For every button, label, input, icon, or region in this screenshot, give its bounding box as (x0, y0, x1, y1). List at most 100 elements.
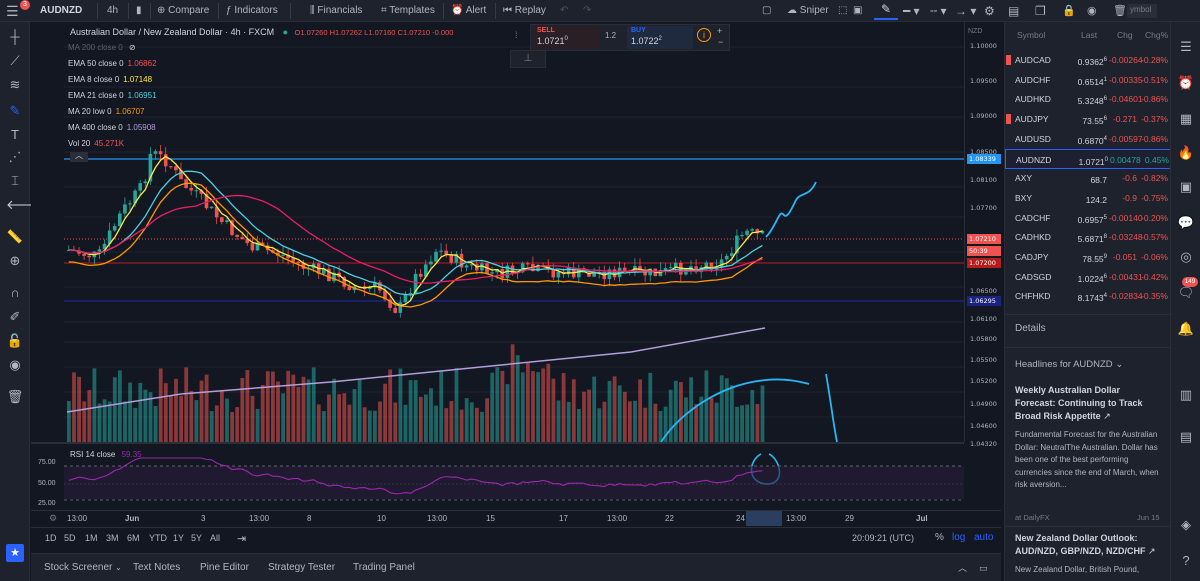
info-icon[interactable]: i (697, 28, 711, 42)
alarm-clock-icon[interactable]: ⏰ (1177, 75, 1195, 90)
legend-row[interactable]: Vol 20 45.271K (68, 136, 157, 152)
tab-trading-panel[interactable]: Trading Panel (353, 562, 415, 573)
financials-button[interactable]: ⫼ Financials (310, 0, 362, 22)
order-panel-toggle[interactable]: ⊥ (510, 50, 546, 68)
replay-button[interactable]: ⏮ Replay (503, 0, 546, 22)
prediction-icon[interactable]: ⌶ (11, 173, 19, 188)
text-icon[interactable]: T (11, 127, 19, 142)
remove-drawings-icon[interactable]: 🗑 (6, 389, 24, 404)
price-axis[interactable]: NZD 1.08339 1.07210 50:39 1.07200 1.0629… (964, 22, 1001, 448)
gear-icon[interactable]: ⚙ (984, 4, 995, 18)
fib-icon[interactable]: ≋ (9, 77, 21, 92)
pencil-lock-icon[interactable]: ✐ (9, 309, 21, 324)
collapse-legend-icon[interactable]: ︿ (70, 152, 88, 162)
compare-button[interactable]: ⊕ Compare (157, 0, 209, 22)
eye-icon[interactable]: ◉ (1087, 5, 1097, 17)
details-header[interactable]: Details (1015, 323, 1046, 334)
col-last[interactable]: Last (1081, 30, 1098, 40)
hidden-eye-icon[interactable]: ⊘ (126, 43, 136, 52)
watchlist-row[interactable]: AUDHKD 5.32486 -0.04601 -0.86% (1005, 89, 1171, 109)
range-button[interactable]: 1D (45, 533, 57, 543)
trash-icon[interactable]: 🗑 (1113, 5, 1127, 17)
hotlist-icon[interactable]: 🔥 (1177, 145, 1195, 160)
sell-button[interactable]: SELL 1.07210 (533, 26, 599, 49)
col-symbol[interactable]: Symbol (1017, 30, 1046, 40)
legend-row[interactable]: MA 400 close 0 1.05908 (68, 120, 157, 136)
layers-icon[interactable]: ◈ (1181, 517, 1191, 532)
watchlist-row[interactable]: CADCHF 0.69575 -0.00140 -0.20% (1005, 208, 1171, 228)
streams-icon[interactable]: ◎ (1180, 249, 1192, 264)
auto-toggle[interactable]: auto (974, 532, 994, 543)
watchlist-row[interactable]: BXY 124.2 -0.9 -0.75% (1005, 188, 1171, 208)
menu-icon[interactable]: ☰ (6, 3, 19, 19)
star-icon[interactable]: ★ (6, 544, 24, 562)
calendar-icon[interactable]: ▣ (1179, 179, 1193, 194)
templates-button[interactable]: ⌗ Templates (381, 0, 435, 22)
layout-icon[interactable]: ▤ (1008, 4, 1020, 18)
tab-stock-screener[interactable]: Stock Screener ⌄ (44, 554, 122, 581)
percent-toggle[interactable]: % (935, 532, 944, 543)
ruler-icon[interactable]: 📏 (6, 229, 24, 244)
chart-type-icon[interactable]: ▮ (136, 5, 142, 16)
data-window-icon[interactable]: ▦ (1179, 111, 1193, 126)
brush-icon[interactable]: ✎ (9, 103, 21, 118)
tab-text-notes[interactable]: Text Notes (133, 562, 181, 573)
symbol-search-input[interactable]: ymbol (1127, 4, 1157, 18)
utc-clock[interactable]: 20:09:21 (UTC) (852, 533, 915, 543)
arrow-style-icon[interactable]: → ▾ (955, 4, 977, 18)
plus-icon[interactable]: + (717, 26, 723, 36)
legend-row[interactable]: EMA 50 close 0 1.06862 (68, 56, 157, 72)
magnet-icon[interactable]: ∩ (10, 285, 20, 300)
legend-row[interactable]: EMA 8 close 0 1.07148 (68, 72, 157, 88)
alert-button[interactable]: ⏰ Alert (451, 0, 486, 22)
range-button[interactable]: 1M (85, 533, 98, 543)
zoom-in-icon[interactable]: ⊕ (9, 253, 21, 268)
legend-row[interactable]: EMA 21 close 0 1.06951 (68, 88, 157, 104)
back-arrow-icon[interactable]: 🡐 (6, 197, 41, 212)
minus-icon[interactable]: − (718, 37, 724, 47)
buy-button[interactable]: BUY 1.07222 (627, 26, 693, 49)
undo-icon[interactable]: ↶ (560, 5, 569, 16)
tab-strategy-tester[interactable]: Strategy Tester (268, 562, 336, 573)
redo-icon[interactable]: ↷ (583, 5, 592, 16)
watchlist-row[interactable]: AUDNZD 1.07210 0.00478 0.45% (1005, 148, 1171, 169)
tab-pine-editor[interactable]: Pine Editor (200, 562, 249, 573)
pencil-icon[interactable]: ✎ (874, 2, 898, 20)
symbol-search-button[interactable]: AUDNZD (40, 5, 83, 16)
watchlist-row[interactable]: CADJPY 78.559 -0.051 -0.06% (1005, 247, 1171, 267)
dash-style-icon[interactable]: ╌ ▾ (930, 4, 947, 18)
sniper-button[interactable]: ☁ Sniper (787, 0, 829, 22)
trend-line-icon[interactable]: ⟋ (10, 53, 20, 68)
range-button[interactable]: 5D (64, 533, 76, 543)
watchlist-row[interactable]: CADSGD 1.02246 -0.00431 -0.42% (1005, 267, 1171, 287)
order-panel-icon[interactable]: ▥ (1179, 387, 1193, 402)
ideas-icon[interactable]: 💬 (1177, 215, 1195, 230)
watchlist-row[interactable]: AUDCAD 0.93626 -0.00264 -0.28% (1005, 50, 1171, 70)
range-button[interactable]: All (210, 533, 221, 543)
notifications-icon[interactable]: 🔔 (1177, 321, 1195, 336)
watchlist-row[interactable]: CHFHKD 8.17434 -0.02834 -0.35% (1005, 286, 1171, 306)
eye-drawings-icon[interactable]: ◉ (9, 357, 21, 372)
watchlist-row[interactable]: CADHKD 5.68718 -0.03248 -0.57% (1005, 227, 1171, 247)
crosshair-icon[interactable]: ┼ (10, 29, 20, 44)
legend-row[interactable]: MA 200 close 0 ⊘ (68, 40, 157, 56)
watchlist-row[interactable]: AXY 68.7 -0.6 -0.82% (1005, 168, 1171, 188)
col-chg[interactable]: Chg (1117, 30, 1133, 40)
log-toggle[interactable]: log (952, 532, 966, 543)
help-icon[interactable]: ? (1182, 553, 1190, 568)
headlines-header[interactable]: Headlines for AUDNZD ⌄ (1015, 359, 1123, 370)
line-style-icon[interactable]: ━ ▾ (903, 4, 920, 18)
interval-button[interactable]: 4h (107, 5, 119, 16)
time-axis[interactable]: 13:00 Jun 3 13:00 8 10 13:00 15 17 13:00 22 24 13:00… (31, 510, 1001, 526)
range-button[interactable]: 5Y (191, 533, 203, 543)
news-item[interactable]: Weekly Australian Dollar Forecast: Conti… (1015, 384, 1161, 492)
watchlist-icon[interactable]: ☰ (1180, 39, 1192, 54)
legend-row[interactable]: MA 20 low 0 1.06707 (68, 104, 157, 120)
fullscreen-icon[interactable]: ▢ (762, 5, 772, 16)
range-button[interactable]: 3M (106, 533, 119, 543)
selection-mode-icon[interactable]: ▣ (853, 5, 863, 16)
dom-icon[interactable]: ▤ (1179, 429, 1193, 444)
watchlist-row[interactable]: AUDCHF 0.65141 -0.00335 -0.51% (1005, 70, 1171, 90)
range-button[interactable]: 1Y (173, 533, 185, 543)
col-chg-pct[interactable]: Chg% (1145, 30, 1169, 40)
